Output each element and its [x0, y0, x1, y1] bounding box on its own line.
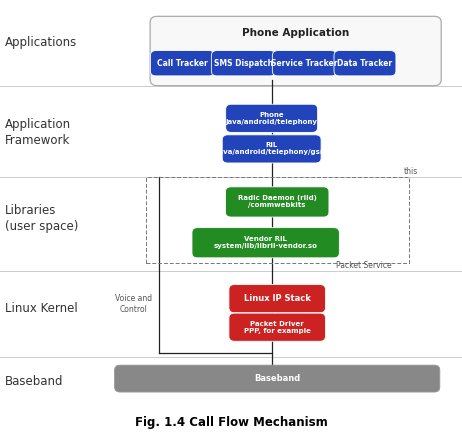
FancyBboxPatch shape [334, 51, 396, 76]
Text: Phone Application: Phone Application [242, 28, 349, 38]
Text: Packet Service: Packet Service [336, 261, 392, 270]
FancyBboxPatch shape [229, 285, 325, 313]
FancyBboxPatch shape [151, 51, 214, 76]
Text: Phone
java/android/telephony: Phone java/android/telephony [225, 112, 318, 125]
Text: Data Tracker: Data Tracker [337, 59, 393, 68]
Text: Libraries
(user space): Libraries (user space) [5, 204, 78, 233]
FancyBboxPatch shape [115, 365, 440, 392]
Text: Baseband: Baseband [254, 374, 300, 383]
FancyBboxPatch shape [222, 135, 321, 163]
FancyBboxPatch shape [192, 228, 339, 258]
Text: Call Tracker: Call Tracker [157, 59, 208, 68]
FancyBboxPatch shape [225, 104, 317, 132]
Text: Linux IP Stack: Linux IP Stack [244, 294, 310, 303]
Text: Baseband: Baseband [5, 375, 63, 388]
FancyBboxPatch shape [273, 51, 336, 76]
Text: RIL
java/android/telephony/gsm: RIL java/android/telephony/gsm [216, 142, 327, 155]
FancyBboxPatch shape [212, 51, 275, 76]
Text: Applications: Applications [5, 36, 77, 49]
FancyBboxPatch shape [150, 16, 441, 85]
Text: this: this [404, 167, 419, 176]
FancyBboxPatch shape [225, 187, 329, 217]
Text: Fig. 1.4 Call Flow Mechanism: Fig. 1.4 Call Flow Mechanism [134, 416, 328, 429]
Text: Radic Daemon (rild)
/commwebkits: Radic Daemon (rild) /commwebkits [238, 195, 316, 208]
Text: Application
Framework: Application Framework [5, 118, 71, 147]
Text: Voice and
Control: Voice and Control [116, 294, 152, 314]
Text: Packet Driver
PPP, for example: Packet Driver PPP, for example [244, 321, 310, 334]
Text: SMS Dispatch: SMS Dispatch [214, 59, 273, 68]
FancyBboxPatch shape [229, 313, 325, 341]
Text: Vendor RIL
system/lib/libril-vendor.so: Vendor RIL system/lib/libril-vendor.so [214, 236, 317, 249]
Text: Service Tracker: Service Tracker [271, 59, 338, 68]
Text: Linux Kernel: Linux Kernel [5, 302, 77, 315]
